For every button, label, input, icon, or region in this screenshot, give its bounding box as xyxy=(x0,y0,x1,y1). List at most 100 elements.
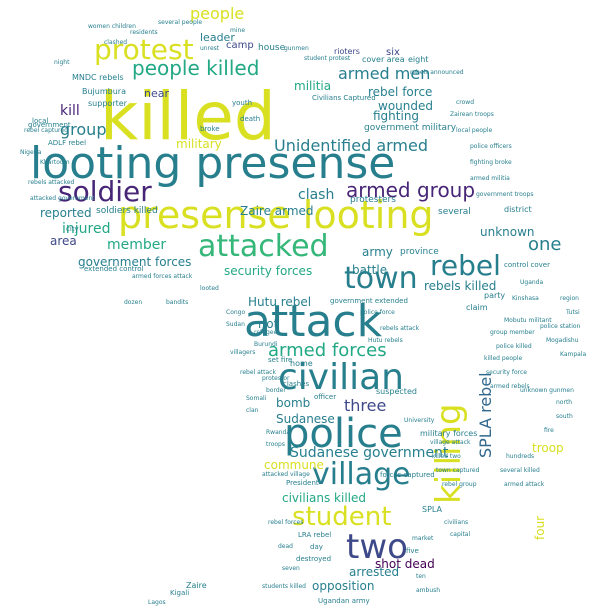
cloud-word: city xyxy=(66,225,79,233)
cloud-word: border xyxy=(266,387,286,394)
cloud-word: police station xyxy=(540,323,581,330)
cloud-word: night xyxy=(54,59,70,66)
cloud-word: Congo xyxy=(226,309,246,316)
cloud-word: Ugandan army xyxy=(318,597,370,605)
cloud-word: north xyxy=(556,399,573,406)
cloud-word: rebels attacked xyxy=(28,179,75,186)
cloud-word: attacked government xyxy=(30,195,95,202)
cloud-word: clash xyxy=(298,187,335,203)
cloud-word: attacked xyxy=(198,229,329,264)
cloud-word: fighting xyxy=(373,109,420,123)
cloud-word: rebels killed xyxy=(424,279,497,293)
cloud-word: camp xyxy=(226,40,254,51)
cloud-word: local people xyxy=(456,127,493,134)
cloud-word: Civilians Captured xyxy=(312,94,376,102)
cloud-word: police force xyxy=(360,309,395,316)
cloud-word: troops xyxy=(266,441,285,448)
cloud-word: eight xyxy=(408,55,429,64)
cloud-word: rebel force xyxy=(368,85,433,99)
cloud-word: soldiers killed xyxy=(96,206,158,216)
cloud-word: civilians killed xyxy=(282,491,367,505)
cloud-word: group member xyxy=(490,329,535,336)
cloud-word: unknown xyxy=(480,225,535,239)
cloud-word: seven xyxy=(282,565,300,572)
cloud-word: several xyxy=(438,207,471,217)
cloud-word: student xyxy=(292,502,392,532)
cloud-word: Somali xyxy=(246,395,267,402)
cloud-word: villagers xyxy=(230,349,256,356)
cloud-word: protesters xyxy=(350,195,396,205)
cloud-word: looting presense xyxy=(30,138,396,189)
cloud-word: troop xyxy=(532,441,564,455)
cloud-word: hundreds xyxy=(506,453,535,460)
cloud-word: killed people xyxy=(484,355,523,362)
cloud-word: dead xyxy=(278,543,293,550)
cloud-word: member xyxy=(107,237,167,253)
cloud-word: armed forces attack xyxy=(132,273,193,280)
cloud-word: Tutsi xyxy=(566,309,580,316)
cloud-word: armed forces xyxy=(268,340,387,361)
cloud-word: south xyxy=(556,413,573,420)
cloud-word: several people xyxy=(158,19,203,26)
cloud-word: Lagos xyxy=(148,599,166,606)
cloud-word: extended control xyxy=(84,265,144,273)
cloud-word: women children xyxy=(88,23,136,30)
cloud-word: supporter xyxy=(88,99,127,108)
cloud-word: student protest xyxy=(304,55,351,62)
cloud-word: Sudan xyxy=(226,321,245,328)
cloud-word: officer xyxy=(314,393,337,401)
cloud-word: shot dead xyxy=(375,557,435,571)
cloud-word: battle xyxy=(352,263,388,277)
cloud-word: armed attack xyxy=(504,481,545,488)
cloud-word: destroyed xyxy=(296,555,332,563)
cloud-word: six xyxy=(386,47,400,58)
cloud-word: Mogadishu xyxy=(546,337,579,344)
cloud-word: security force xyxy=(486,369,527,376)
cloud-word: looted xyxy=(200,285,219,292)
cloud-word: Kinshasa xyxy=(512,295,539,302)
cloud-word: youth xyxy=(232,99,253,107)
cloud-word: police killed xyxy=(496,343,532,350)
cloud-word: SPLA xyxy=(422,505,443,514)
cloud-word: rebels attack xyxy=(380,325,420,332)
cloud-word: Burundi xyxy=(254,341,278,348)
cloud-word: civilians xyxy=(444,519,469,526)
cloud-word: government military xyxy=(364,123,457,133)
cloud-word: house xyxy=(258,43,286,53)
cloud-word: clashes xyxy=(283,380,310,388)
cloud-word: dozen xyxy=(124,299,143,306)
cloud-word: protestor xyxy=(262,375,290,382)
cloud-word: government xyxy=(28,121,71,129)
cloud-word: people killed xyxy=(132,56,260,80)
cloud-word: presense looting xyxy=(118,193,434,237)
cloud-word: killed two xyxy=(432,453,461,460)
cloud-word: militia xyxy=(294,79,332,93)
cloud-word: village attack xyxy=(430,439,471,446)
cloud-word: area xyxy=(50,234,77,248)
cloud-word: rebels announced xyxy=(410,69,464,76)
cloud-word: attack xyxy=(244,296,383,347)
cloud-word: soldier xyxy=(58,175,152,208)
cloud-word: bandits xyxy=(166,299,189,306)
cloud-word: party xyxy=(484,291,506,300)
cloud-word: three xyxy=(344,396,387,415)
cloud-word: group xyxy=(60,120,107,139)
cloud-word: wounded xyxy=(378,99,433,113)
cloud-word: rebel group xyxy=(442,481,477,488)
cloud-word: Zairean troops xyxy=(450,111,494,118)
cloud-word: gunmen xyxy=(284,45,309,52)
cloud-word: forces captured xyxy=(380,471,435,479)
cloud-word: military forces xyxy=(420,429,478,438)
cloud-word: Hutu rebels xyxy=(368,337,403,344)
cloud-word: armed group xyxy=(346,178,476,202)
cloud-word: Zaire xyxy=(186,581,207,590)
cloud-word: crowd xyxy=(456,99,475,106)
cloud-word: Kigali xyxy=(170,589,190,597)
cloud-word: police xyxy=(284,411,403,457)
cloud-word: five xyxy=(406,547,419,555)
cloud-word: broke xyxy=(200,125,220,133)
cloud-word: security forces xyxy=(224,264,313,278)
cloud-word: ADLF rebel xyxy=(48,139,87,147)
cloud-word: home xyxy=(290,359,313,368)
